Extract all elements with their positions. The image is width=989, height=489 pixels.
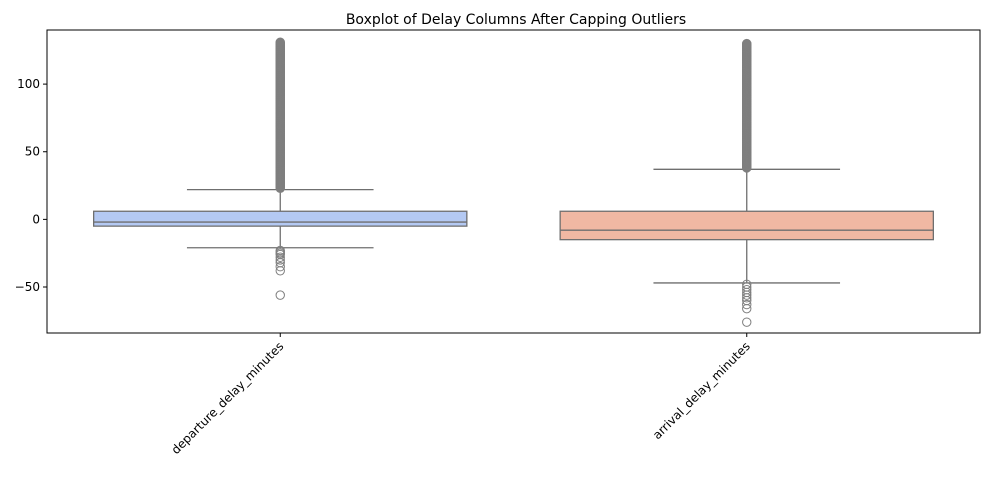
box-group [93,37,468,300]
y-tick-label: 0 [32,212,40,226]
box [559,210,935,241]
outlier-point [275,266,285,276]
y-tick-label: 100 [17,77,40,91]
outlier-point [742,290,752,300]
outlier-point [275,262,285,272]
x-axis: departure_delay_minutes arrival_delay_min… [169,333,753,457]
outlier-point [275,255,285,265]
chart-title: Boxplot of Delay Columns After Capping O… [346,12,686,28]
outlier-point [275,37,285,47]
x-tick-label: departure_delay_minutes [169,339,287,457]
y-axis: −50 0 50 100 [15,77,47,294]
y-tick-label: 50 [25,145,40,159]
outlier-point [742,38,752,49]
outlier-point [742,317,752,327]
outlier-point [742,299,752,310]
x-tick-label: arrival_delay_minutes [650,339,753,442]
outlier-point [742,293,752,303]
y-tick-label: −50 [15,280,40,294]
outlier-point [275,252,285,262]
outlier-point [742,303,752,314]
axes-frame [46,29,981,334]
box [93,210,468,227]
plot-area [93,37,935,327]
outlier-point [275,290,285,300]
box-group [559,38,935,327]
